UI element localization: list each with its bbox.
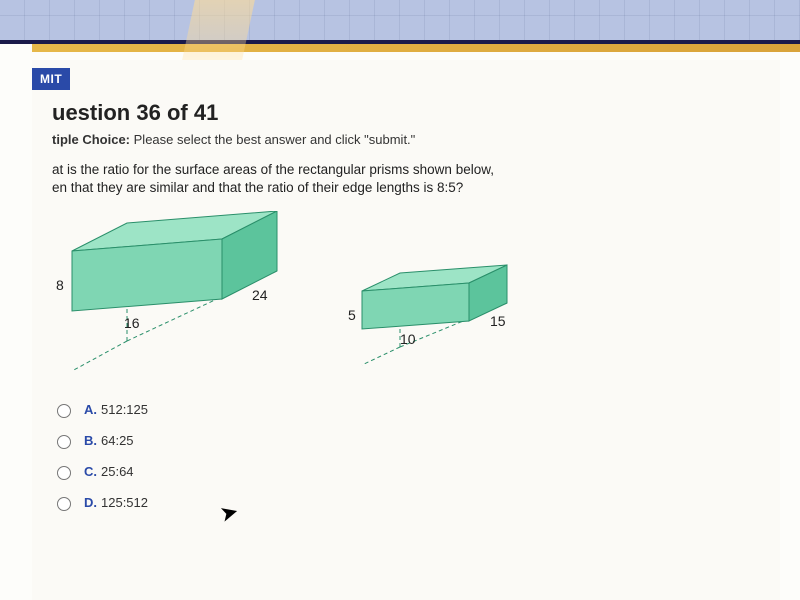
prism-diagram: 8 16 24 5 10 15 <box>62 211 760 381</box>
option-d[interactable]: D. 125:512 <box>52 494 760 511</box>
option-c[interactable]: C. 25:64 <box>52 463 760 480</box>
instruction-line: tiple Choice: Please select the best ans… <box>52 132 760 147</box>
instruction-prefix: tiple Choice: <box>52 132 130 147</box>
heading-total: 41 <box>194 100 218 125</box>
large-prism-depth: 24 <box>252 287 268 303</box>
large-prism-height: 8 <box>56 277 64 293</box>
option-b-radio[interactable] <box>57 435 71 449</box>
small-prism-width: 10 <box>400 331 416 347</box>
option-a[interactable]: A. 512:125 <box>52 401 760 418</box>
content-area: MIT uestion 36 of 41 tiple Choice: Pleas… <box>32 60 780 600</box>
option-a-text: 512:125 <box>101 402 148 417</box>
option-d-radio[interactable] <box>57 497 71 511</box>
small-prism-depth: 15 <box>490 313 506 329</box>
question-heading: uestion 36 of 41 <box>52 100 760 126</box>
large-prism: 8 16 24 <box>62 211 292 381</box>
option-c-letter: C. <box>84 464 97 479</box>
submit-tab[interactable]: MIT <box>32 68 70 90</box>
option-a-radio[interactable] <box>57 404 71 418</box>
question-line-1: at is the ratio for the surface areas of… <box>52 162 494 177</box>
option-b-letter: B. <box>84 433 97 448</box>
small-prism-height: 5 <box>348 307 356 323</box>
instruction-text: Please select the best answer and click … <box>134 132 416 147</box>
answer-options: A. 512:125 B. 64:25 C. 25:64 D. 125:512 <box>52 401 760 511</box>
small-prism: 5 10 15 <box>352 261 522 371</box>
large-prism-width: 16 <box>124 315 140 331</box>
quiz-window: MIT uestion 36 of 41 tiple Choice: Pleas… <box>0 0 800 600</box>
option-b[interactable]: B. 64:25 <box>52 432 760 449</box>
heading-current: 36 <box>136 100 160 125</box>
option-d-text: 125:512 <box>101 495 148 510</box>
grid-background-strip <box>0 0 800 44</box>
option-a-letter: A. <box>84 402 97 417</box>
option-b-text: 64:25 <box>101 433 134 448</box>
heading-prefix: uestion <box>52 100 130 125</box>
option-c-radio[interactable] <box>57 466 71 480</box>
question-text: at is the ratio for the surface areas of… <box>52 161 672 197</box>
question-line-2: en that they are similar and that the ra… <box>52 180 463 195</box>
option-c-text: 25:64 <box>101 464 134 479</box>
option-d-letter: D. <box>84 495 97 510</box>
gold-accent-bar <box>32 44 800 52</box>
